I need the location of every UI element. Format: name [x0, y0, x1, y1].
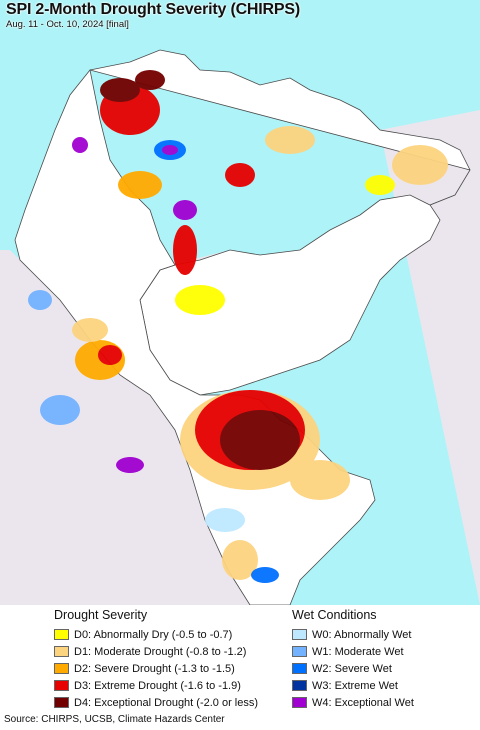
drought-swatch: [54, 680, 69, 691]
drought-legend-item: D4: Exceptional Drought (-2.0 or less): [54, 694, 258, 711]
drought-legend-item: D0: Abnormally Dry (-0.5 to -0.7): [54, 626, 258, 643]
outside-land: [0, 110, 480, 605]
wet-legend-item: W0: Abnormally Wet: [292, 626, 414, 643]
drought-legend-label: D2: Severe Drought (-1.3 to -1.5): [74, 662, 235, 675]
wet-legend-item: W4: Exceptional Wet: [292, 694, 414, 711]
drought-swatch: [54, 697, 69, 708]
legend-wet-heading: Wet Conditions: [292, 608, 377, 622]
drought-legend-item: D1: Moderate Drought (-0.8 to -1.2): [54, 643, 258, 660]
drought-legend-label: D0: Abnormally Dry (-0.5 to -0.7): [74, 628, 233, 641]
wet-swatch: [292, 629, 307, 640]
drought-legend-label: D3: Extreme Drought (-1.6 to -1.9): [74, 679, 241, 692]
legend-wet: Wet Conditions W0: Abnormally Wet W1: Mod…: [292, 608, 414, 711]
drought-swatch: [54, 629, 69, 640]
wet-legend-label: W3: Extreme Wet: [312, 679, 398, 692]
wet-legend-item: W3: Extreme Wet: [292, 677, 414, 694]
wet-swatch: [292, 680, 307, 691]
drought-swatch: [54, 646, 69, 657]
wet-legend-label: W0: Abnormally Wet: [312, 628, 412, 641]
wet-legend-label: W1: Moderate Wet: [312, 645, 404, 658]
wet-legend-label: W2: Severe Wet: [312, 662, 392, 675]
wet-legend-item: W2: Severe Wet: [292, 660, 414, 677]
wet-legend-item: W1: Moderate Wet: [292, 643, 414, 660]
legend-drought: Drought Severity D0: Abnormally Dry (-0.…: [54, 608, 258, 711]
source-credit: Source: CHIRPS, UCSB, Climate Hazards Ce…: [4, 714, 225, 725]
wet-swatch: [292, 697, 307, 708]
drought-legend-item: D2: Severe Drought (-1.3 to -1.5): [54, 660, 258, 677]
drought-legend-label: D4: Exceptional Drought (-2.0 or less): [74, 696, 259, 709]
drought-legend-label: D1: Moderate Drought (-0.8 to -1.2): [74, 645, 247, 658]
drought-legend-item: D3: Extreme Drought (-1.6 to -1.9): [54, 677, 258, 694]
map-subtitle: Aug. 11 - Oct. 10, 2024 [final]: [6, 19, 129, 30]
drought-swatch: [54, 663, 69, 674]
drought-patches: [72, 70, 448, 580]
wet-legend-label: W4: Exceptional Wet: [312, 696, 414, 709]
legend-drought-heading: Drought Severity: [54, 608, 148, 622]
wet-patches: [28, 137, 279, 583]
wet-swatch: [292, 646, 307, 657]
wet-swatch: [292, 663, 307, 674]
map-title: SPI 2-Month Drought Severity (CHIRPS): [6, 1, 300, 18]
drought-map: [0, 0, 480, 605]
